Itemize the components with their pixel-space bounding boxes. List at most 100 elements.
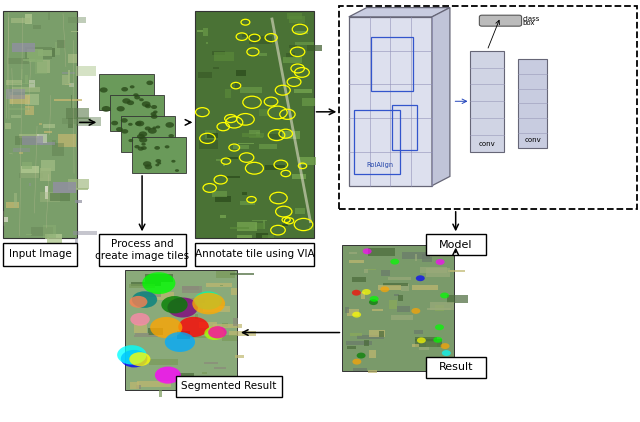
Bar (6, 89, 25, 99)
Bar (24, 60, 35, 61)
Circle shape (433, 337, 442, 343)
Bar (22, 136, 43, 145)
Circle shape (153, 111, 157, 114)
Bar (75, 238, 77, 248)
Bar (388, 277, 410, 280)
Bar (40, 192, 60, 202)
Bar (135, 333, 149, 335)
Bar (269, 133, 280, 139)
Circle shape (142, 272, 175, 294)
Bar (182, 286, 199, 290)
Bar (213, 67, 219, 69)
Circle shape (164, 145, 170, 149)
Bar (195, 314, 198, 319)
Bar (222, 335, 237, 341)
Bar (9, 92, 13, 104)
Circle shape (134, 95, 140, 100)
Bar (44, 131, 52, 133)
Bar (364, 270, 368, 273)
Circle shape (416, 275, 425, 281)
Bar (229, 331, 256, 335)
Bar (25, 106, 33, 115)
Bar (176, 376, 282, 397)
Bar (177, 331, 189, 339)
Bar (47, 234, 61, 246)
Bar (68, 17, 86, 23)
Bar (52, 143, 64, 156)
Circle shape (147, 81, 153, 85)
Bar (182, 287, 202, 293)
Bar (40, 168, 51, 181)
Circle shape (172, 160, 175, 162)
Bar (426, 357, 486, 378)
Bar (435, 305, 444, 311)
Bar (223, 164, 225, 166)
Bar (230, 273, 253, 275)
Bar (369, 330, 385, 337)
Circle shape (122, 98, 131, 104)
Circle shape (141, 143, 146, 146)
Bar (52, 140, 56, 146)
Bar (307, 46, 322, 51)
Bar (371, 37, 413, 91)
Bar (26, 76, 28, 84)
Bar (45, 234, 49, 239)
Bar (70, 95, 72, 108)
Circle shape (148, 128, 157, 134)
Bar (399, 295, 403, 301)
Bar (339, 6, 637, 209)
Circle shape (136, 121, 144, 126)
Bar (8, 83, 33, 84)
Bar (42, 124, 55, 128)
Bar (38, 50, 52, 56)
Circle shape (129, 296, 147, 308)
Text: Result: Result (439, 362, 473, 372)
Bar (212, 192, 227, 197)
Bar (25, 94, 39, 105)
Circle shape (127, 100, 134, 105)
Bar (75, 200, 82, 203)
Circle shape (155, 367, 181, 384)
Bar (68, 70, 70, 83)
Bar (29, 183, 31, 186)
Bar (264, 219, 266, 229)
Bar (76, 117, 101, 127)
Bar (29, 80, 35, 88)
FancyBboxPatch shape (479, 15, 522, 26)
Bar (222, 323, 228, 327)
Bar (40, 142, 55, 145)
Bar (140, 292, 161, 297)
Bar (20, 69, 23, 79)
Bar (392, 105, 417, 150)
Circle shape (116, 127, 123, 132)
Bar (365, 268, 376, 271)
Circle shape (168, 298, 198, 317)
Text: Process and
create image tiles: Process and create image tiles (95, 239, 189, 261)
Bar (136, 385, 141, 390)
Bar (13, 148, 30, 152)
Bar (259, 109, 269, 116)
Circle shape (362, 289, 371, 295)
Bar (65, 84, 71, 85)
Circle shape (352, 312, 361, 318)
Bar (412, 344, 419, 346)
Bar (266, 165, 285, 170)
Bar (225, 89, 231, 98)
Circle shape (156, 164, 159, 166)
Circle shape (440, 292, 449, 298)
Bar (196, 30, 203, 32)
Bar (249, 130, 260, 135)
Bar (240, 87, 262, 94)
Bar (237, 222, 257, 231)
Circle shape (353, 359, 362, 365)
Circle shape (145, 127, 151, 130)
Bar (242, 192, 248, 195)
Bar (62, 118, 92, 124)
Bar (360, 292, 365, 299)
Circle shape (121, 118, 128, 123)
Bar (138, 381, 171, 387)
Bar (426, 234, 486, 255)
Circle shape (132, 291, 157, 308)
Circle shape (380, 286, 389, 292)
Bar (426, 342, 437, 347)
